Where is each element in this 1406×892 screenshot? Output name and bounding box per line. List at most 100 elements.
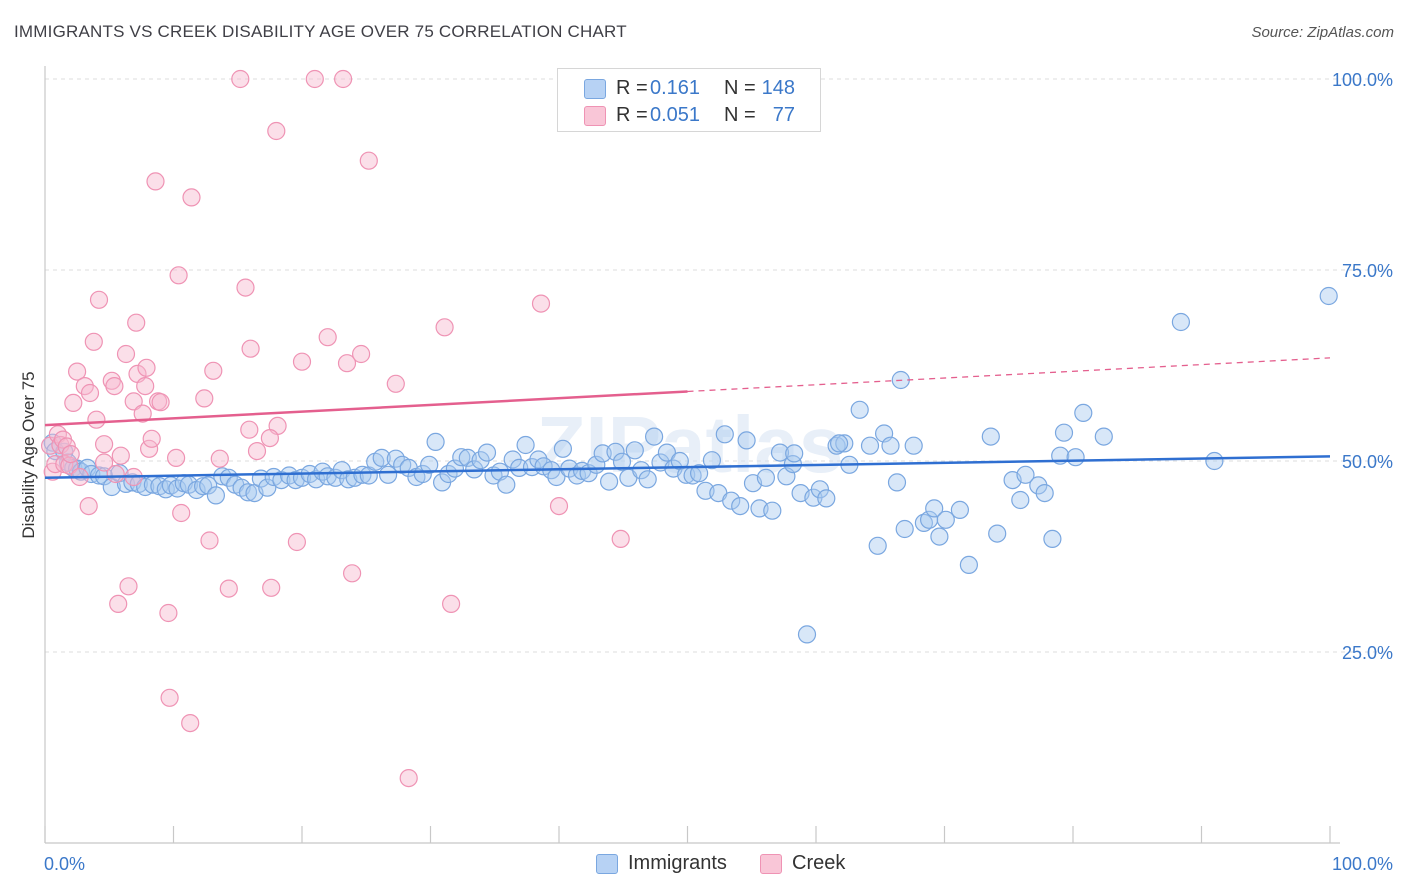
creek-point	[80, 383, 100, 403]
immigrants-point	[625, 441, 644, 460]
creek-point	[136, 377, 155, 396]
immigrants-point	[1074, 403, 1093, 422]
n-label: N =	[724, 104, 756, 126]
immigrants-point	[702, 451, 722, 470]
immigrants-point	[785, 444, 804, 463]
creek-point	[386, 374, 405, 393]
legend-label-creek: Creek	[792, 852, 846, 874]
immigrants-point	[881, 436, 900, 455]
immigrants-point	[372, 448, 391, 467]
creek-point	[240, 420, 259, 439]
r-value: 0.051	[650, 104, 701, 126]
immigrants-trendline	[44, 455, 1331, 480]
creek-swatch	[584, 106, 606, 126]
immigrants-point	[895, 519, 914, 539]
creek-point	[151, 393, 170, 412]
creek-point	[89, 290, 109, 309]
creek-point	[160, 688, 179, 707]
x-tick-label: 0.0%	[44, 854, 85, 874]
legend-label-immigrants: Immigrants	[628, 852, 727, 874]
r-label: R =	[616, 77, 648, 99]
creek-point	[549, 497, 569, 516]
creek-point	[67, 362, 87, 381]
immigrants-point	[471, 451, 490, 470]
immigrants-point	[829, 434, 849, 453]
creek-point	[61, 445, 80, 464]
creek-point	[611, 529, 630, 549]
legend-row-creek: R = 0.051 N = 77	[558, 102, 820, 128]
creek-points	[40, 69, 630, 788]
creek-point	[182, 188, 201, 207]
creek-trendline-extension	[687, 357, 1331, 393]
immigrants-point	[1035, 484, 1054, 503]
creek-point	[64, 393, 83, 412]
creek-point	[359, 151, 378, 170]
immigrants-point	[1011, 490, 1030, 510]
creek-point	[241, 339, 260, 358]
immigrants-point	[731, 497, 750, 516]
immigrants-point	[850, 400, 869, 419]
immigrants-point	[612, 452, 632, 471]
creek-point	[106, 464, 125, 484]
immigrants-point	[194, 477, 213, 496]
creek-point	[334, 69, 353, 89]
y-tick-label: 50.0%	[1342, 452, 1393, 472]
creek-point	[343, 564, 362, 583]
immigrants-point	[1319, 286, 1338, 306]
immigrants-point	[959, 555, 979, 575]
immigrants-point	[981, 427, 1000, 446]
creek-point	[236, 278, 255, 297]
creek-point	[195, 389, 214, 408]
creek-point	[84, 332, 103, 351]
y-tick-label: 75.0%	[1342, 261, 1393, 281]
immigrants-point	[638, 470, 657, 489]
creek-point	[48, 425, 68, 444]
grid-layer	[45, 78, 1392, 653]
creek-point	[204, 361, 223, 380]
immigrants-point	[632, 461, 651, 480]
immigrants-point	[930, 527, 949, 546]
immigrants-swatch	[584, 79, 606, 99]
immigrants-point	[887, 473, 907, 492]
immigrants-point	[1043, 529, 1062, 549]
n-label: N =	[724, 77, 756, 99]
y-tick-label: 25.0%	[1342, 643, 1393, 663]
creek-point	[60, 456, 79, 475]
immigrants-point	[835, 434, 854, 453]
creek-point	[124, 392, 143, 411]
creek-point	[287, 532, 306, 552]
immigrants-point	[413, 464, 432, 484]
creek-point	[109, 594, 128, 614]
correlation-legend: R = 0.161 N = 148 R = 0.051 N = 77	[557, 68, 821, 132]
immigrants-point	[797, 625, 817, 644]
chart-title: IMMIGRANTS VS CREEK DISABILITY AGE OVER …	[14, 22, 627, 41]
creek-point	[442, 594, 461, 614]
immigrants-point	[510, 458, 529, 477]
creek-point	[352, 344, 371, 364]
creek-swatch	[760, 854, 782, 874]
creek-point	[219, 579, 238, 598]
creek-point	[142, 429, 161, 448]
immigrants-point	[206, 486, 225, 505]
watermark: ZIPatlas	[537, 400, 844, 489]
r-value: 0.161	[650, 77, 701, 99]
creek-point	[94, 453, 114, 472]
immigrants-point	[689, 464, 709, 483]
creek-point	[210, 449, 229, 468]
immigrants-point	[445, 459, 464, 478]
immigrants-point	[868, 536, 887, 555]
creek-point	[169, 266, 188, 285]
y-tick-label: 100.0%	[1332, 70, 1393, 90]
immigrants-point	[657, 443, 677, 462]
creek-point	[94, 435, 114, 454]
creek-point	[146, 172, 165, 191]
creek-point	[337, 354, 357, 373]
creek-point	[231, 69, 250, 89]
immigrants-point	[1171, 312, 1191, 332]
immigrants-point	[1066, 448, 1085, 467]
creek-point	[127, 313, 146, 332]
immigrants-point	[925, 499, 944, 518]
creek-point	[399, 768, 418, 788]
creek-point	[200, 531, 219, 550]
